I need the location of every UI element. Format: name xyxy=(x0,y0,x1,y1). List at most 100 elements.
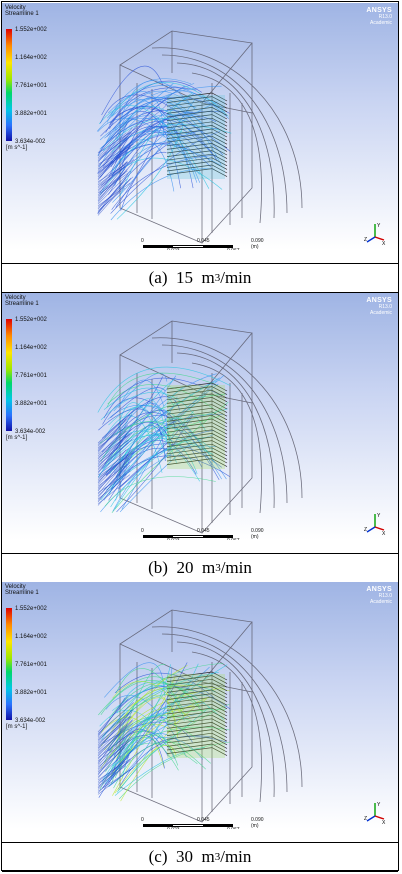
streamline xyxy=(101,65,164,116)
ansys-edition: Academic xyxy=(370,599,392,605)
ansys-version: R13.0 xyxy=(378,304,392,310)
inlet-streamline xyxy=(97,748,134,789)
inlet-streamline xyxy=(97,163,133,203)
housing-edge xyxy=(176,352,275,509)
streamline xyxy=(102,664,228,781)
ansys-logo-text: ANSYS xyxy=(366,297,392,304)
streamline xyxy=(118,697,179,739)
streamline-scene xyxy=(97,320,303,534)
fin xyxy=(166,440,228,449)
y-axis-label: Y xyxy=(377,802,381,808)
streamline xyxy=(100,393,227,462)
fin xyxy=(166,714,228,724)
inlet-streamline xyxy=(97,132,127,157)
caption-value: 20 xyxy=(176,558,194,577)
inlet-streamline xyxy=(97,457,130,495)
inlet-streamline xyxy=(97,725,128,757)
housing-edge xyxy=(119,609,253,683)
legend-title: Velocity xyxy=(5,295,26,301)
housing-edge xyxy=(191,651,262,803)
ansys-logo-text: ANSYS xyxy=(366,586,392,593)
inlet-streamline xyxy=(97,457,125,485)
streamline xyxy=(105,96,197,144)
legend-tick-label: 3.634e-002 xyxy=(15,139,46,145)
fin xyxy=(166,161,228,170)
ansys-edition: Academic xyxy=(370,310,392,316)
fin xyxy=(166,682,228,692)
fin xyxy=(166,153,228,163)
color-scale-bar xyxy=(6,29,12,141)
streamline xyxy=(114,747,205,796)
inlet-streamline xyxy=(97,728,133,769)
legend-tick-label: 3.882e+001 xyxy=(15,401,47,407)
x-axis-label: X xyxy=(382,241,386,245)
streamline xyxy=(118,735,212,790)
caption-unit-tail: /min xyxy=(220,268,252,287)
scale-label-q3: 0.067 xyxy=(227,248,240,250)
caption-unit-tail: /min xyxy=(220,847,252,866)
fin xyxy=(166,678,228,688)
housing-edge xyxy=(201,622,253,823)
legend-unit: [m s^-1] xyxy=(6,145,28,151)
streamline-scene xyxy=(97,609,303,823)
streamline xyxy=(113,455,231,486)
housing-edge xyxy=(119,320,253,394)
housing-edge xyxy=(151,337,303,499)
inlet-streamline xyxy=(97,168,126,202)
inlet-streamline xyxy=(97,135,129,162)
fin xyxy=(166,422,228,431)
scale-label-mid: 0.045 xyxy=(197,817,210,823)
inlet-streamline xyxy=(97,430,127,460)
inlet-streamline xyxy=(97,141,133,178)
streamline xyxy=(108,395,207,501)
inlet-streamline xyxy=(97,697,126,737)
streamline xyxy=(104,664,171,785)
legend-unit: [m s^-1] xyxy=(6,724,28,730)
caption-unit-exponent: 3 xyxy=(214,272,221,284)
streamline xyxy=(97,366,231,413)
inlet-streamline xyxy=(97,723,134,754)
legend-tick-label: 1.552e+002 xyxy=(15,606,47,612)
streamline xyxy=(112,683,216,711)
streamline xyxy=(115,118,164,208)
fin xyxy=(166,686,228,695)
scale-segment xyxy=(143,824,173,827)
streamline xyxy=(108,405,215,464)
fin xyxy=(166,407,228,417)
streamline xyxy=(115,668,184,711)
caption-label: (c) xyxy=(148,847,168,866)
inlet-streamline xyxy=(97,433,131,468)
x-axis-arrow xyxy=(374,815,385,820)
fin xyxy=(166,425,228,435)
scale-label-q1: 0.023 xyxy=(167,538,180,540)
streamline xyxy=(113,380,218,471)
streamline xyxy=(115,412,220,481)
streamline-scene xyxy=(96,30,303,244)
fin xyxy=(166,386,228,395)
inlet-streamline xyxy=(97,177,132,216)
color-scale-bar xyxy=(6,608,12,720)
z-axis-label: Z xyxy=(364,816,367,822)
x-axis-label: X xyxy=(382,531,386,535)
fin xyxy=(166,707,228,717)
scale-label-end: 0.090 (m) xyxy=(251,528,264,540)
inlet-streamline xyxy=(97,718,127,746)
inlet-streamline xyxy=(97,182,131,207)
streamline xyxy=(115,121,213,163)
housing-wireframe xyxy=(119,320,303,534)
streamline xyxy=(119,92,194,197)
inlet-streamline xyxy=(97,709,132,750)
simulation-panel-3: Velocity Streamline 1 1.552e+002 1.164e+002… xyxy=(2,582,398,829)
inlet-streamline xyxy=(97,154,129,184)
inlet-streamline xyxy=(97,737,125,776)
streamline xyxy=(100,157,223,195)
housing-wireframe xyxy=(119,609,303,823)
streamline xyxy=(97,117,200,175)
streamline xyxy=(104,476,216,507)
streamline xyxy=(110,82,229,117)
streamline xyxy=(119,402,171,461)
caption-unit-exponent: 3 xyxy=(214,851,221,863)
inlet-streamline xyxy=(97,760,126,790)
fin xyxy=(166,418,228,428)
fin-stack xyxy=(166,382,228,469)
